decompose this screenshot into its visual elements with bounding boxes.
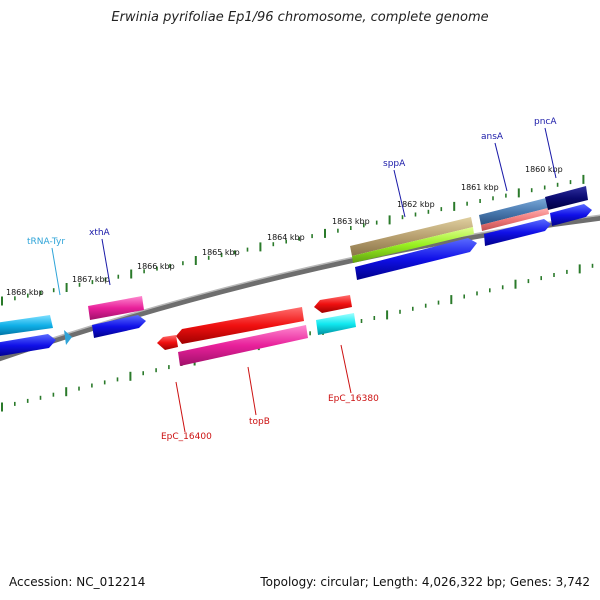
leader-trna-tyr [51,247,61,296]
gene-pnca-feature [545,186,588,210]
scale-label-1860kbp: 1860 kbp [525,165,563,174]
scale-label-1868kbp: 1868 kbp [6,288,44,297]
scale-label-1862kbp: 1862 kbp [397,200,435,209]
gene-epc-16380-feature [316,313,356,335]
gene-ansa-overlap [481,208,549,231]
gene-xtha-feature [88,296,144,320]
gene-xtha-cds [92,315,146,338]
gene-label-ansa: ansA [481,132,504,142]
leader-topb [247,366,257,416]
leader-xtha [101,238,111,286]
scale-label-1863kbp: 1863 kbp [332,217,370,226]
gene-ansa-cds [484,219,551,246]
scale-ticks-forward [1,174,585,306]
gene-trna-tyr-feature [0,315,53,336]
leader-epc-16380 [340,344,352,394]
gene-ansa-feature [479,198,548,225]
gene-topb-cds [176,307,304,344]
gene-epc-16400-cds [157,335,178,350]
label-leaders [51,127,557,433]
leader-pnca [544,127,557,179]
gene-label-trna-tyr: tRNA-Tyr [27,237,65,247]
gene-label-epc-16380: EpC_16380 [328,394,379,404]
gene-label-sppa: sppA [383,159,406,169]
scale-label-1866kbp: 1866 kbp [137,262,175,271]
scale-labels: 1868 kbp 1867 kbp 1866 kbp 1865 kbp 1864… [6,165,563,297]
scale-label-1861kbp: 1861 kbp [461,183,499,192]
gene-label-xtha: xthA [89,228,111,238]
gene-label-pnca: pncA [534,117,557,127]
leader-epc-16400 [175,381,186,433]
gene-topb-feature [178,325,308,366]
gene-epc-16380-cds [314,295,352,313]
scale-label-1867kbp: 1867 kbp [72,275,110,284]
gene-trna-tyr-marker [64,330,72,345]
gene-label-topb: topB [249,417,270,427]
figure-title: Erwinia pyrifoliae Ep1/96 chromosome, co… [111,10,489,25]
gene-pnca-cds [550,204,592,226]
leader-sppa [393,169,406,218]
genome-summary-text: Topology: circular; Length: 4,026,322 bp… [260,575,590,589]
leader-ansa [494,142,508,192]
forward-genes [0,186,592,357]
scale-label-1864kbp: 1864 kbp [267,233,305,242]
gene-label-epc-16400: EpC_16400 [161,432,212,442]
gene-labels: tRNA-Tyr xthA sppA ansA pncA EpC_16400 t… [27,117,557,442]
gene-left-blue [0,334,56,357]
accession-text: Accession: NC_012214 [9,575,146,589]
gene-sppa-feature [350,217,473,256]
scale-label-1865kbp: 1865 kbp [202,248,240,257]
gene-sppa-cds [355,238,477,280]
gene-sppa-overlap [352,227,474,263]
reverse-genes [157,295,356,366]
